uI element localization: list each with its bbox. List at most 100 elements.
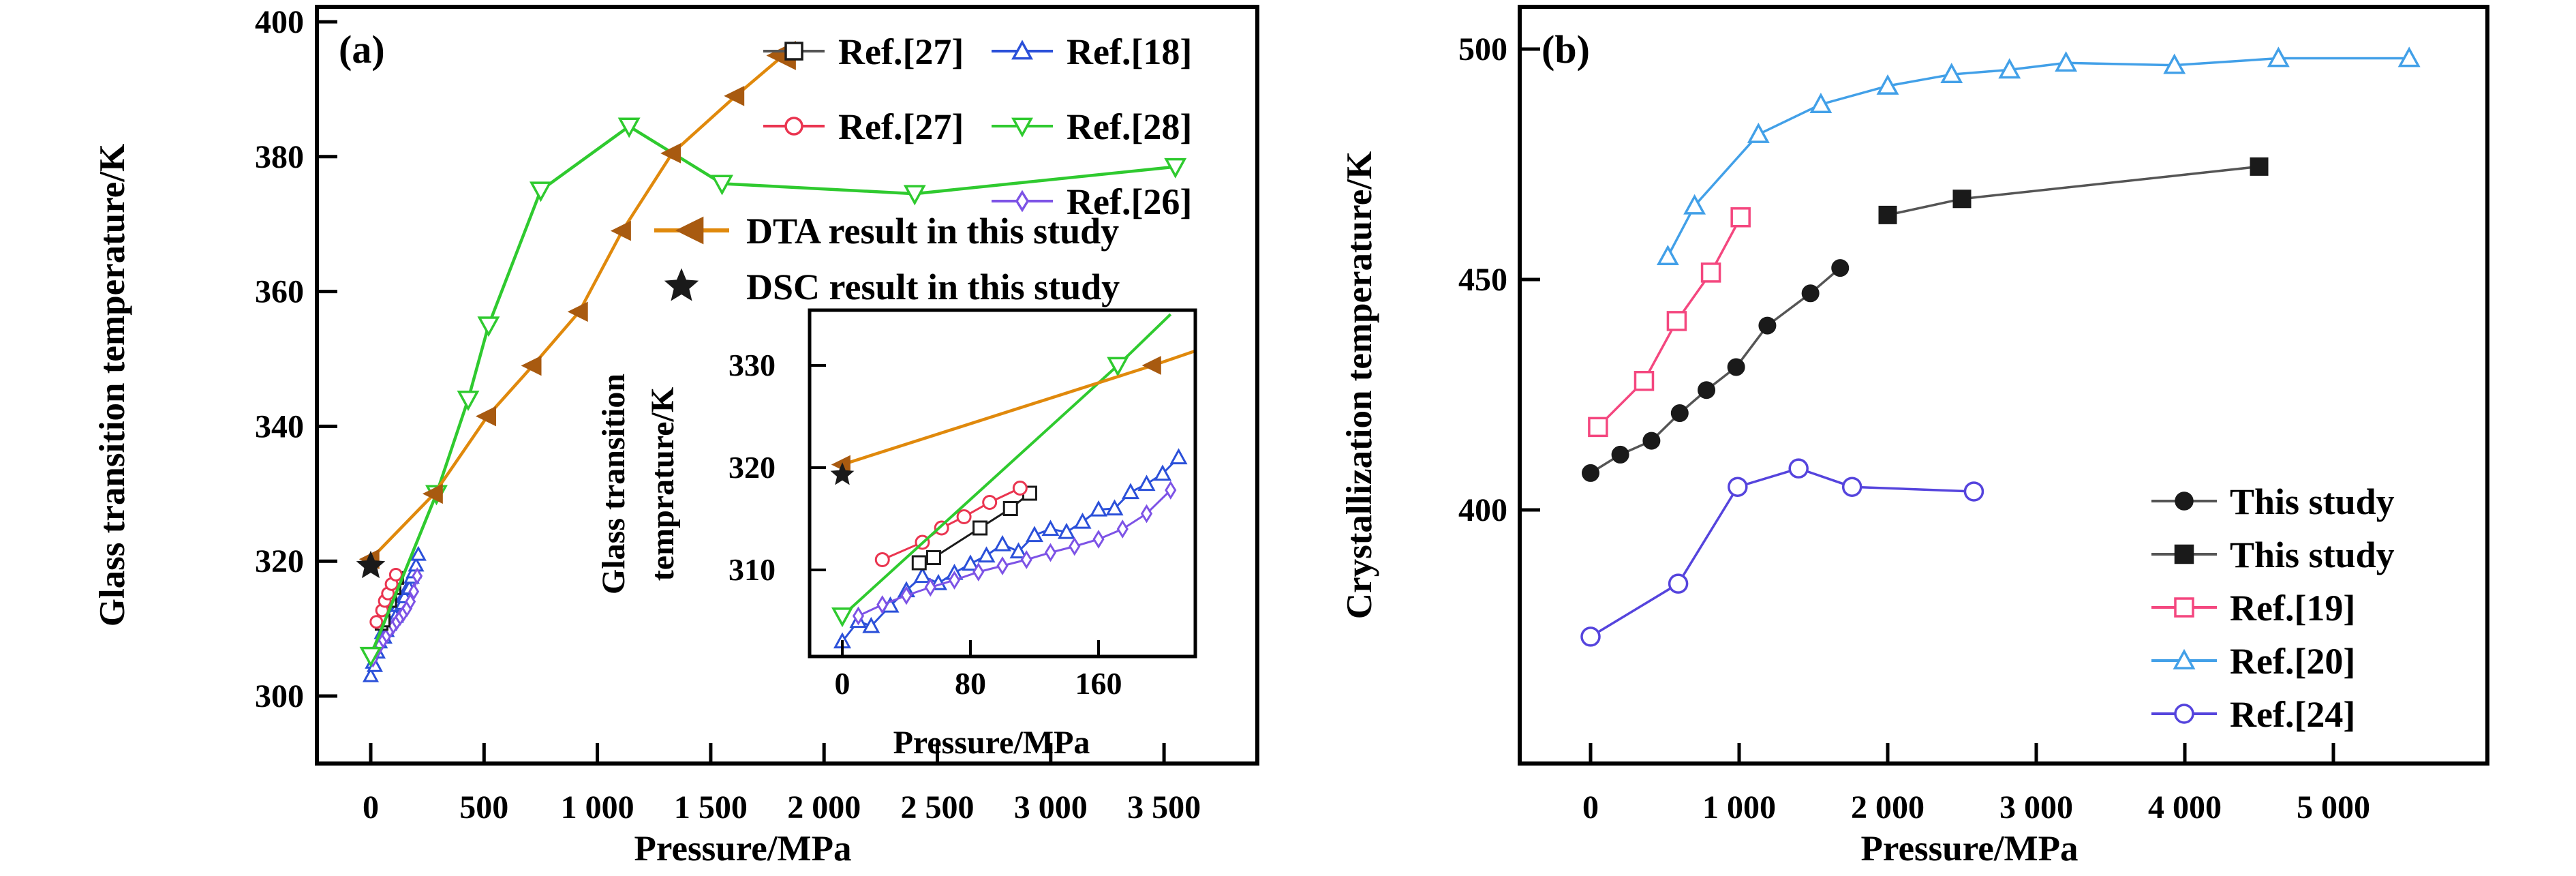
y-tick-label: 400: [1458, 492, 1507, 528]
y-axis-title: Crystallization temperature/K: [1340, 151, 1379, 619]
x-tick-label: 2 500: [901, 789, 975, 826]
series-line-this-study-circle: [1590, 267, 1841, 474]
data-point-marker: [362, 667, 380, 682]
legend-label: Ref.[18]: [1067, 31, 1192, 72]
data-point-marker: [1963, 481, 1984, 502]
data-point-marker: [876, 595, 889, 614]
x-tick-label: 2 000: [1851, 789, 1925, 826]
series-dsc-main: [356, 550, 386, 579]
data-point-marker: [610, 220, 631, 241]
legend-label: Ref.[24]: [2230, 694, 2355, 735]
data-point-marker: [1809, 92, 1833, 113]
data-point-marker: [1611, 445, 1629, 464]
inset-y-axis-title: temprature/K: [645, 387, 681, 581]
tri-down-icon: [1011, 117, 1033, 138]
data-point-marker: [1940, 63, 1963, 83]
series-ref24: [1580, 458, 1984, 647]
inset-y-tick-label: 320: [729, 450, 776, 485]
data-point-marker: [1666, 311, 1687, 331]
x-tick-label: 2 000: [787, 789, 861, 826]
series-line-ref24: [1590, 467, 1974, 638]
x-tick-label: 3 000: [1014, 789, 1088, 826]
data-point-marker: [1876, 74, 1899, 95]
series-ref27-circle-cluster: [369, 567, 403, 629]
data-point-marker: [982, 495, 998, 510]
x-axis-title: Pressure/MPa: [1861, 829, 2079, 869]
legend-label: Ref.[19]: [2230, 588, 2355, 629]
y-tick-label: 450: [1458, 262, 1507, 298]
panel-b: 0 1 000 2 000 3 000 4 000 5 000 400 450 500 Press…: [1340, 5, 2489, 869]
x-tick-label: 0: [363, 789, 379, 826]
series-ref20: [1656, 46, 2421, 266]
tri-left-icon: [675, 216, 704, 245]
sq-icon: [2174, 597, 2194, 618]
tri-up-icon: [2173, 648, 2196, 669]
data-point-marker: [1012, 481, 1028, 496]
legend-item-dta-result-in-this-study: DTA result in this study: [654, 211, 1119, 252]
data-point-marker: [2267, 46, 2290, 67]
data-point-marker: [924, 577, 936, 597]
legend-label: DTA result in this study: [746, 211, 1119, 252]
x-axis-title: Pressure/MPa: [634, 829, 852, 869]
data-point-marker: [529, 181, 552, 202]
data-point-marker: [412, 567, 423, 585]
circ-icon: [2175, 492, 2194, 511]
series-dsc-inset: [830, 462, 855, 485]
data-point-marker: [359, 646, 382, 667]
star-icon: [664, 268, 699, 301]
legend-item-ref-27-: Ref.[27]: [763, 106, 964, 147]
legend-item-this-study: This study: [2151, 481, 2395, 522]
data-point-marker: [457, 391, 480, 411]
data-point-marker: [1116, 519, 1129, 539]
series-line-ref20: [1666, 57, 2410, 258]
data-point-marker: [617, 117, 641, 138]
data-point-marker: [1580, 626, 1601, 647]
plot-frame: [315, 5, 1259, 766]
y-tick-label: 400: [255, 4, 304, 40]
data-point-marker: [1634, 370, 1655, 391]
series-ref26-inset: [852, 481, 1177, 626]
panel-tag: (b): [1542, 27, 1590, 72]
data-point-marker: [977, 546, 996, 563]
sq-icon: [784, 42, 803, 61]
legend-label: Ref.[26]: [1067, 181, 1192, 222]
data-point-marker: [1758, 316, 1777, 335]
x-tick-label: 1 500: [674, 789, 748, 826]
inset-y-tick-label: 310: [729, 552, 776, 587]
y-tick-label: 340: [255, 408, 304, 444]
series-ref28-main: [359, 117, 1187, 667]
data-point-marker: [2055, 51, 2078, 72]
data-point-marker: [1141, 356, 1161, 375]
legend-item-ref-26-: Ref.[26]: [992, 181, 1192, 222]
data-point-marker: [1998, 58, 2021, 79]
panel-a: 0 500 1 000 1 500 2 000 2 500 3 000 3 500 300 320…: [93, 4, 1259, 869]
data-point-marker: [1105, 499, 1124, 516]
data-point-marker: [996, 556, 1009, 575]
data-point-marker: [1747, 122, 1770, 143]
data-point-marker: [1841, 477, 1862, 497]
data-point-marker: [356, 550, 386, 579]
data-point-marker: [410, 545, 427, 561]
data-point-marker: [1801, 284, 1820, 303]
data-point-marker: [956, 509, 972, 524]
data-point-marker: [862, 616, 880, 633]
legend-item-dsc-result-in-this-study: DSC result in this study: [664, 267, 1120, 307]
inset-x-tick-label: 80: [955, 666, 986, 701]
data-point-marker: [388, 567, 403, 582]
data-point-marker: [1727, 358, 1745, 376]
data-point-marker: [961, 554, 980, 571]
inset-x-tick-label: 0: [835, 666, 850, 701]
y-tick-label: 380: [255, 139, 304, 175]
inset-x-tick-label: 160: [1075, 666, 1122, 701]
legend-label: Ref.[28]: [1067, 106, 1192, 147]
legend-item-ref-19-: Ref.[19]: [2151, 588, 2355, 629]
legend-label: This study: [2230, 481, 2395, 522]
legend-item-ref-24-: Ref.[24]: [2151, 694, 2355, 735]
data-point-marker: [1164, 157, 1187, 179]
inset-y-axis-title: Glass transition: [596, 374, 632, 594]
data-point-marker: [1020, 550, 1032, 569]
panel-tag: (a): [339, 27, 385, 72]
inset-x-axis-title: Pressure/MPa: [893, 725, 1090, 761]
y-tick-label: 500: [1458, 31, 1507, 67]
data-point-marker: [1140, 504, 1153, 524]
